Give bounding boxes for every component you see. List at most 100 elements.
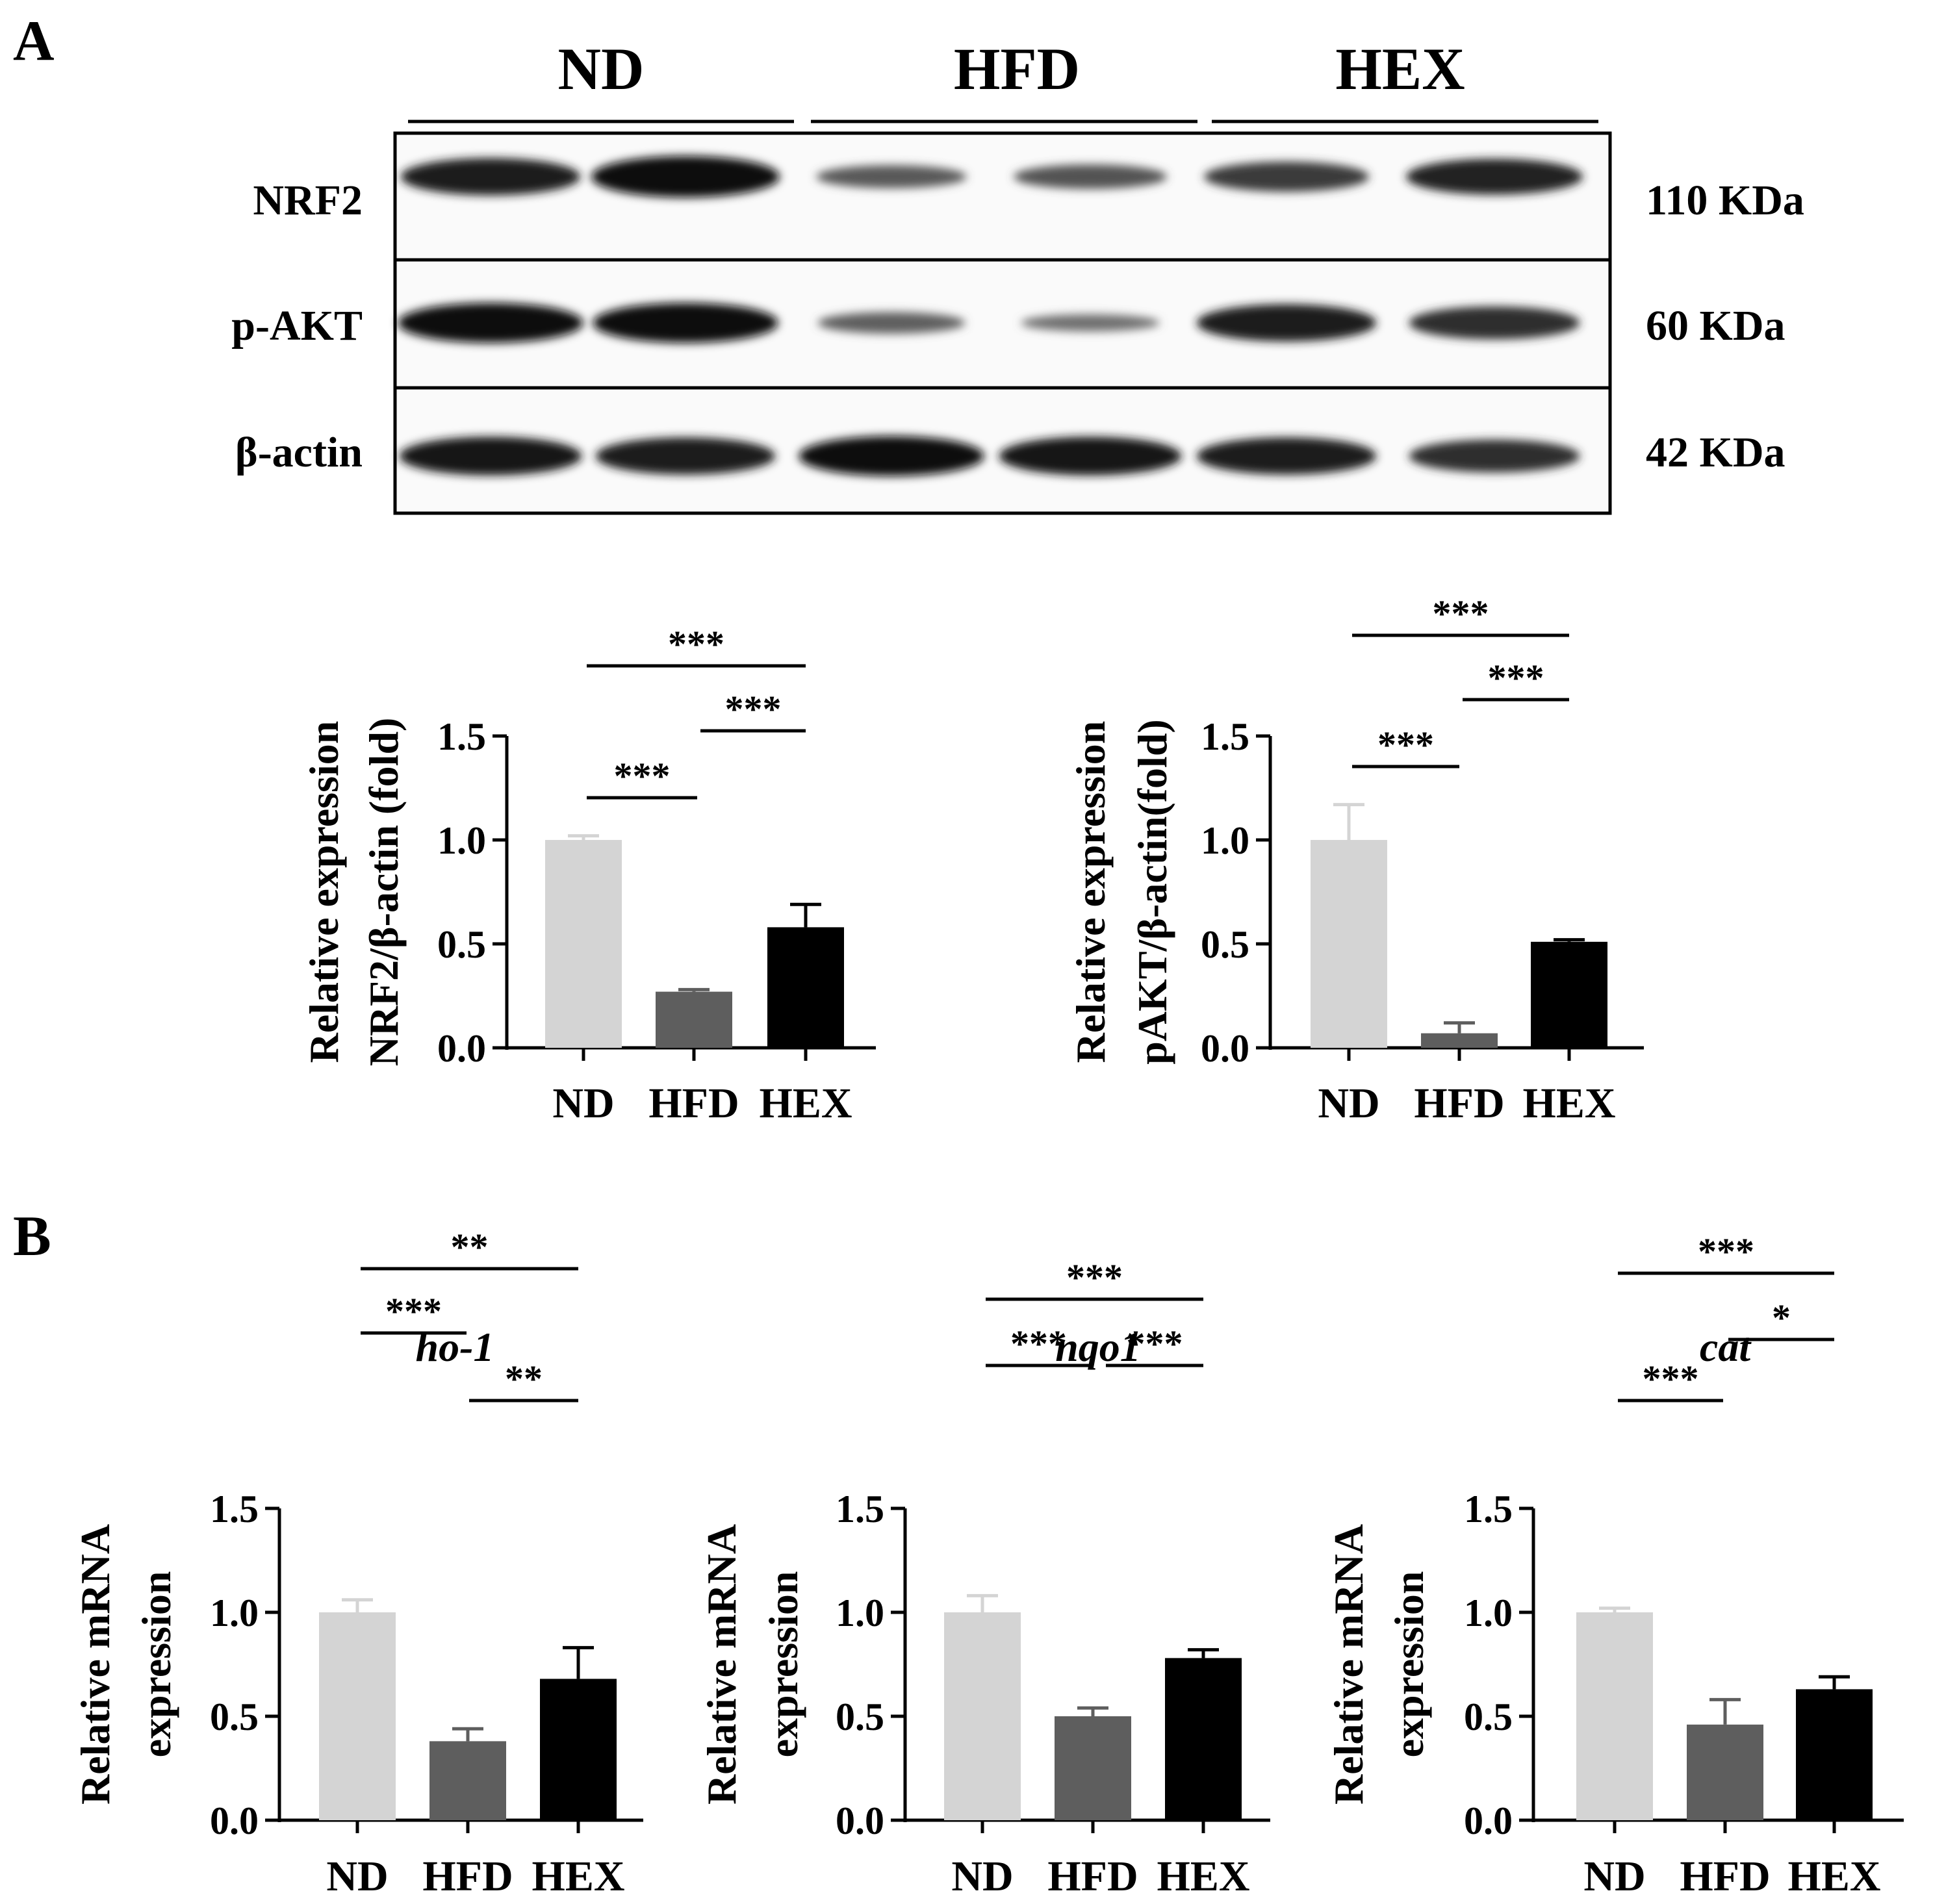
bar-nd	[545, 840, 622, 1048]
x-tick-label-nd: ND	[1318, 1080, 1379, 1127]
blot-band	[1406, 159, 1583, 195]
y-tick-label: 0.5	[1464, 1695, 1513, 1738]
blot-kda-label-nrf2: 110 KDa	[1646, 177, 1804, 224]
bar-hfd	[1421, 1033, 1498, 1048]
panel-a-letter: A	[13, 10, 55, 73]
y-tick-label: 1.0	[836, 1592, 884, 1634]
bar-hex	[540, 1679, 617, 1820]
blot-band	[1409, 439, 1580, 473]
x-tick-label-hex: HEX	[1522, 1080, 1615, 1127]
y-axis-title-line1: Relative mRNA	[72, 1524, 118, 1805]
chart-title: nqo1	[1055, 1324, 1141, 1370]
bar-nd	[319, 1612, 396, 1820]
y-tick-label: 0.0	[437, 1027, 486, 1070]
y-tick-label: 0.5	[1201, 923, 1249, 966]
bar-chart-nrf2: 0.0 0.5 1.0 1.5 ND HFD HEX Relative expression N…	[301, 623, 876, 1127]
y-tick-label: 1.0	[1464, 1592, 1513, 1634]
x-tick-label-nd: ND	[951, 1853, 1013, 1900]
significance-label: ***	[1698, 1230, 1754, 1273]
significance-label: ***	[385, 1290, 442, 1332]
blot-row-label-nrf2: NRF2	[253, 177, 363, 224]
x-tick-label-hex: HEX	[531, 1853, 624, 1900]
blot-group-label-nd: ND	[558, 36, 645, 102]
bar-hex	[1796, 1689, 1873, 1820]
blot-band	[1204, 161, 1369, 192]
bar-nd	[1576, 1612, 1653, 1820]
y-axis-title-line2: NRF2/β-actin (fold)	[361, 718, 407, 1067]
bar-hex	[1165, 1658, 1242, 1820]
blot-band	[1409, 306, 1580, 340]
western-blot: ND HFD HEX NRF2 p-AKT β-actin 110 KDa 60…	[231, 36, 1804, 515]
bar-nd	[1311, 840, 1387, 1048]
y-tick-label: 1.0	[437, 819, 486, 862]
significance-label: ***	[614, 755, 671, 797]
y-tick-label: 0.0	[1201, 1027, 1249, 1070]
x-tick-label-nd: ND	[552, 1080, 614, 1127]
blot-group-label-hfd: HFD	[954, 36, 1080, 102]
bar-chart-pakt: 0.0 0.5 1.0 1.5 ND HFD HEX Relative expression p…	[1068, 592, 1644, 1127]
blot-band	[593, 303, 778, 343]
bar-chart-nqo1: 0.0 0.5 1.0 1.5 ND HFD HEX Relative mRNA express…	[698, 1256, 1270, 1900]
blot-band	[999, 437, 1182, 476]
chart-title: cat	[1700, 1324, 1752, 1370]
bar-hfd	[429, 1741, 506, 1820]
blot-bands	[398, 156, 1583, 476]
y-axis-title-line2: expression	[133, 1571, 179, 1758]
blot-group-labels: ND HFD HEX	[408, 36, 1598, 123]
blot-row-label-beta-actin: β-actin	[235, 429, 363, 476]
x-tick-label-nd: ND	[1583, 1853, 1645, 1900]
bar-hex	[767, 927, 844, 1048]
y-axis-title-line2: pAKT/β-actin(fold)	[1129, 719, 1175, 1065]
y-tick-label: 1.0	[1201, 819, 1249, 862]
x-tick-label-hfd: HFD	[648, 1080, 739, 1127]
significance-label: **	[505, 1358, 543, 1400]
blot-row-label-pakt: p-AKT	[231, 302, 363, 349]
blot-band	[591, 156, 780, 197]
blot-band	[595, 437, 776, 475]
y-tick-label: 1.5	[1464, 1488, 1513, 1530]
significance-label: ***	[1377, 724, 1434, 766]
y-axis-title-line1: Relative expression	[301, 721, 347, 1063]
blot-band	[1014, 164, 1167, 189]
significance-label: ***	[1488, 657, 1544, 699]
y-axis-title-line2: expression	[1386, 1571, 1432, 1758]
blot-band	[817, 312, 966, 334]
y-axis-title-line1: Relative mRNA	[1325, 1524, 1372, 1805]
x-tick-label-hfd: HFD	[1414, 1080, 1504, 1127]
blot-band	[816, 165, 967, 188]
y-tick-label: 0.0	[836, 1799, 884, 1842]
bar-chart-cat: 0.0 0.5 1.0 1.5 ND HFD HEX Relative mRNA express…	[1325, 1230, 1904, 1900]
y-axis-title-line1: Relative mRNA	[698, 1524, 745, 1805]
bar-hfd	[656, 991, 732, 1048]
blot-band	[1196, 437, 1377, 475]
y-axis-title-line2: expression	[760, 1571, 806, 1758]
x-tick-label-hfd: HFD	[1680, 1853, 1770, 1900]
significance-label: ***	[1010, 1323, 1067, 1365]
significance-label: ***	[1643, 1358, 1699, 1400]
panel-b-letter: B	[13, 1205, 51, 1268]
y-axis-title-line1: Relative expression	[1068, 721, 1114, 1063]
y-tick-label: 0.5	[210, 1695, 259, 1738]
x-tick-label-hex: HEX	[759, 1080, 852, 1127]
bar-nd	[944, 1612, 1021, 1820]
y-tick-label: 1.5	[836, 1488, 884, 1530]
x-tick-label-hex: HEX	[1157, 1853, 1249, 1900]
y-tick-label: 0.0	[1464, 1799, 1513, 1842]
x-tick-label-nd: ND	[326, 1853, 388, 1900]
bar-hex	[1531, 941, 1607, 1048]
significance-label: *	[1772, 1297, 1791, 1339]
x-tick-label-hfd: HFD	[1047, 1853, 1138, 1900]
significance-label: ***	[668, 623, 724, 665]
y-tick-label: 0.0	[210, 1799, 259, 1842]
y-tick-label: 1.5	[1201, 715, 1249, 758]
x-tick-label-hex: HEX	[1787, 1853, 1880, 1900]
bar-hfd	[1055, 1716, 1131, 1820]
significance-label: ***	[725, 688, 782, 730]
blot-band	[400, 158, 581, 196]
x-tick-label-hfd: HFD	[422, 1853, 513, 1900]
blot-kda-label-beta-actin: 42 KDa	[1646, 429, 1786, 476]
significance-label: ***	[1127, 1323, 1183, 1365]
blot-kda-label-pakt: 60 KDa	[1646, 302, 1786, 349]
bar-chart-ho1: 0.0 0.5 1.0 1.5 ND HFD HEX Relative mRNA express…	[72, 1226, 643, 1900]
